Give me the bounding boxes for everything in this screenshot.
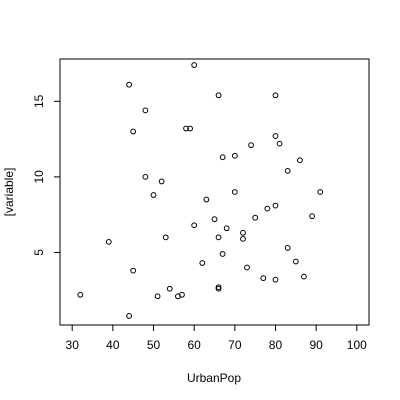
data-point: [240, 235, 246, 242]
data-point: [215, 285, 222, 292]
data-point: [272, 202, 279, 209]
data-point: [284, 167, 291, 174]
data-point: [199, 260, 206, 266]
data-point: [260, 275, 267, 282]
data-point: [240, 229, 246, 236]
y-tick-label: 10: [32, 170, 46, 184]
data-point: [231, 189, 238, 195]
data-point: [203, 196, 210, 203]
data-point: [215, 92, 222, 99]
data-point: [166, 285, 173, 292]
data-point: [150, 192, 157, 198]
data-point: [130, 267, 137, 274]
data-point: [244, 264, 250, 271]
plot-frame: [59, 58, 370, 326]
x-tick-label: 80: [269, 338, 283, 352]
data-point: [276, 140, 283, 147]
data-point: [162, 234, 169, 241]
data-point: [272, 276, 279, 283]
data-point: [231, 152, 238, 159]
data-point: [183, 125, 189, 132]
x-tick-label: 60: [187, 338, 201, 352]
data-point: [126, 313, 133, 319]
data-point: [292, 258, 299, 265]
data-point: [175, 293, 181, 300]
data-point: [264, 205, 271, 212]
data-point: [219, 251, 226, 257]
x-axis: 30 40 50 60 70 80 90 100: [66, 325, 367, 352]
data-point: [158, 178, 165, 185]
x-tick-label: 40: [106, 338, 120, 352]
y-tick-label: 5: [32, 249, 46, 256]
y-axis-label: [variable]: [2, 168, 16, 217]
data-point: [317, 189, 324, 195]
data-point: [301, 273, 307, 280]
data-points: [77, 62, 324, 319]
data-point: [191, 62, 198, 68]
data-point: [211, 216, 218, 223]
data-point: [309, 213, 315, 220]
x-tick-label: 100: [347, 338, 367, 352]
data-point: [248, 142, 254, 149]
data-point: [105, 238, 112, 245]
data-point: [142, 173, 149, 180]
data-point: [272, 92, 279, 99]
data-point: [284, 245, 291, 251]
data-point: [77, 291, 84, 298]
data-point: [215, 234, 222, 241]
data-point: [223, 225, 230, 232]
y-axis: 5 10 15: [32, 94, 60, 256]
data-point: [130, 128, 137, 135]
data-point: [187, 125, 194, 132]
data-point: [272, 133, 279, 139]
x-tick-label: 70: [228, 338, 242, 352]
data-point: [296, 157, 303, 164]
x-axis-label: UrbanPop: [187, 371, 241, 385]
x-tick-label: 50: [147, 338, 161, 352]
data-point: [142, 107, 149, 114]
data-point: [154, 293, 161, 300]
x-tick-label: 90: [309, 338, 323, 352]
x-tick-label: 30: [66, 338, 80, 352]
y-tick-label: 15: [32, 94, 46, 108]
data-point: [252, 214, 259, 221]
data-point: [191, 222, 198, 229]
data-point: [219, 154, 226, 161]
data-point: [126, 81, 133, 88]
